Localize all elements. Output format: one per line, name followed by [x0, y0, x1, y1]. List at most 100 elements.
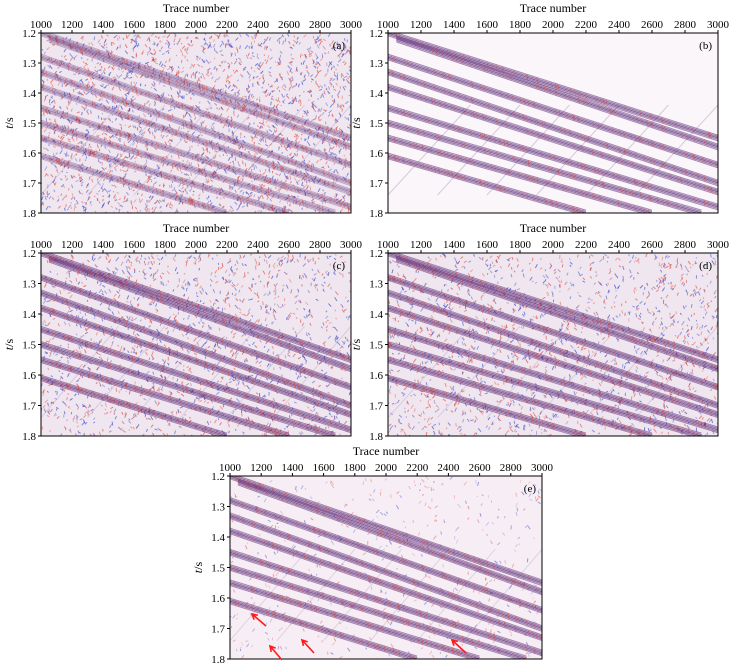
x-tick-label: 2800 — [309, 19, 332, 31]
x-axis-label: Trace number — [163, 221, 230, 235]
y-axis-label: t/s — [349, 339, 363, 351]
x-tick-label: 2200 — [216, 19, 239, 31]
panel-a-section — [41, 33, 351, 213]
x-tick-label: 2400 — [247, 19, 270, 31]
y-tick-label: 1.3 — [22, 279, 36, 291]
y-tick-label: 1.7 — [22, 178, 36, 190]
y-tick-label: 1.6 — [211, 593, 225, 605]
x-tick-label: 1000 — [377, 19, 400, 31]
x-tick-label: 2200 — [575, 239, 598, 251]
annotation-arrows — [250, 612, 467, 661]
panel-e: 1000 1200 1400 1600 1800 2000 2200 2400 2600 2800… — [191, 444, 554, 666]
red-arrow — [250, 612, 267, 627]
panel-c-section — [41, 253, 351, 436]
x-tick-label: 1600 — [123, 239, 146, 251]
x-tick-label: 1400 — [443, 19, 466, 31]
y-tick-label: 1.8 — [22, 431, 36, 443]
x-tick-label: 3000 — [707, 19, 730, 31]
y-tick-label: 1.5 — [22, 340, 36, 352]
x-tick-label: 1200 — [250, 462, 273, 474]
y-tick-label: 1.3 — [369, 279, 383, 291]
panel-b: 1000 1200 1400 1600 1800 2000 2200 2400 2600 2800… — [349, 1, 730, 220]
panel-c-y-axis: 1.2 1.3 1.4 1.5 1.6 1.7 1.8 t/s — [2, 248, 41, 443]
x-tick-label: 2000 — [185, 19, 208, 31]
x-tick-label: 1600 — [313, 462, 336, 474]
y-tick-label: 1.4 — [369, 309, 383, 321]
x-tick-label: 2200 — [575, 19, 598, 31]
x-tick-label: 2400 — [608, 19, 631, 31]
y-tick-label: 1.3 — [369, 58, 383, 70]
y-tick-label: 1.4 — [369, 88, 383, 100]
x-tick-label: 1200 — [61, 239, 84, 251]
x-tick-label: 2600 — [469, 462, 492, 474]
y-tick-label: 1.6 — [369, 148, 383, 160]
y-axis-label: t/s — [349, 117, 363, 129]
y-tick-label: 1.2 — [369, 248, 383, 260]
x-tick-label: 2400 — [437, 462, 460, 474]
y-tick-label: 1.8 — [369, 208, 383, 220]
x-tick-label: 1000 — [30, 239, 53, 251]
x-tick-label: 1800 — [154, 19, 177, 31]
panel-b-y-axis: 1.2 1.3 1.4 1.5 1.6 1.7 1.8 t/s — [349, 28, 388, 220]
y-tick-label: 1.7 — [369, 178, 383, 190]
x-tick-label: 1800 — [344, 462, 367, 474]
x-tick-label: 1400 — [92, 19, 115, 31]
panel-a-y-axis: 1.2 1.3 1.4 1.5 1.6 1.7 1.8 t/s — [2, 28, 41, 220]
y-tick-label: 1.5 — [22, 118, 36, 130]
x-axis-label: Trace number — [163, 1, 230, 15]
panel-e-section — [230, 476, 542, 659]
panel-e-y-axis: 1.2 1.3 1.4 1.5 1.6 1.7 1.8 t/s — [191, 471, 230, 666]
y-axis-label: t/s — [2, 117, 16, 129]
x-tick-label: 2200 — [216, 239, 239, 251]
y-tick-label: 1.6 — [22, 148, 36, 160]
y-tick-label: 1.4 — [211, 532, 225, 544]
panel-b-x-axis: 1000 1200 1400 1600 1800 2000 2200 2400 2600 2800… — [377, 1, 730, 33]
panel-a-x-axis: 1000 1200 1400 1600 1800 2000 2200 2400 2600 2800… — [30, 1, 363, 33]
y-tick-label: 1.2 — [211, 471, 225, 483]
y-tick-label: 1.3 — [211, 502, 225, 514]
x-tick-label: 1600 — [476, 239, 499, 251]
x-tick-label: 2800 — [674, 239, 697, 251]
red-arrow — [450, 638, 467, 654]
panel-label-e: (e) — [524, 483, 537, 495]
x-tick-label: 3000 — [340, 239, 363, 251]
y-tick-label: 1.8 — [211, 654, 225, 666]
panel-c-x-axis: 1000 1200 1400 1600 1800 2000 2200 2400 2600 2800… — [30, 221, 363, 253]
x-tick-label: 1200 — [410, 19, 433, 31]
x-tick-label: 2000 — [542, 239, 565, 251]
x-tick-label: 2800 — [309, 239, 332, 251]
red-arrow — [300, 638, 315, 654]
x-tick-label: 2000 — [375, 462, 398, 474]
x-tick-label: 1000 — [219, 462, 242, 474]
x-tick-label: 1800 — [509, 19, 532, 31]
x-tick-label: 2600 — [278, 239, 301, 251]
x-tick-label: 1600 — [476, 19, 499, 31]
y-tick-label: 1.7 — [369, 401, 383, 413]
y-tick-label: 1.6 — [369, 370, 383, 382]
y-tick-label: 1.2 — [369, 28, 383, 40]
panel-e-x-axis: 1000 1200 1400 1600 1800 2000 2200 2400 2600 2800… — [219, 444, 554, 476]
y-tick-label: 1.2 — [22, 248, 36, 260]
y-tick-label: 1.8 — [369, 431, 383, 443]
panel-a: 1000 1200 1400 1600 1800 2000 2200 2400 2600 2800… — [2, 1, 363, 220]
panel-label-b: (b) — [699, 40, 712, 52]
y-tick-label: 1.6 — [22, 370, 36, 382]
y-tick-label: 1.2 — [22, 28, 36, 40]
x-tick-label: 2600 — [641, 19, 664, 31]
panel-d-y-axis: 1.2 1.3 1.4 1.5 1.6 1.7 1.8 t/s — [349, 248, 388, 443]
x-axis-label: Trace number — [520, 221, 587, 235]
panel-c: 1000 1200 1400 1600 1800 2000 2200 2400 2600 2800… — [2, 221, 363, 443]
x-tick-label: 2000 — [185, 239, 208, 251]
x-tick-label: 2000 — [542, 19, 565, 31]
x-tick-label: 2200 — [406, 462, 429, 474]
x-axis-label: Trace number — [353, 444, 420, 458]
x-tick-label: 1600 — [123, 19, 146, 31]
x-tick-label: 3000 — [531, 462, 554, 474]
x-tick-label: 1800 — [154, 239, 177, 251]
x-tick-label: 2400 — [608, 239, 631, 251]
panel-label-c: (c) — [333, 260, 346, 272]
panel-d-x-axis: 1000 1200 1400 1600 1800 2000 2200 2400 2600 2800… — [377, 221, 730, 253]
x-tick-label: 1200 — [410, 239, 433, 251]
x-tick-label: 1000 — [30, 19, 53, 31]
x-axis-label: Trace number — [520, 1, 587, 15]
